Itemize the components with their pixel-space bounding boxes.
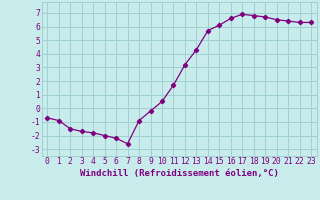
X-axis label: Windchill (Refroidissement éolien,°C): Windchill (Refroidissement éolien,°C) bbox=[80, 169, 279, 178]
